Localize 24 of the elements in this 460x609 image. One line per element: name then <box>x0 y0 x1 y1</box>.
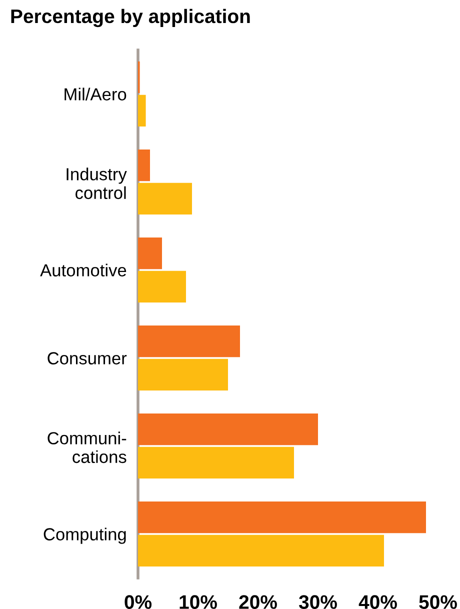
bar <box>138 413 318 446</box>
bar <box>138 149 150 182</box>
x-tick-label: 10% <box>180 595 217 609</box>
x-tick-label: 50% <box>419 595 457 609</box>
bar <box>138 501 426 534</box>
bar <box>138 358 228 391</box>
x-tick-label: 20% <box>239 595 277 609</box>
x-tick-label: 30% <box>298 595 337 609</box>
y-tick-label: Industry control <box>66 168 127 200</box>
y-tick-label: Computing <box>44 528 126 544</box>
y-tick-label: Consumer <box>48 352 127 364</box>
y-tick-label: Mil/Aero <box>64 88 126 100</box>
x-tick-label: 0% <box>124 595 152 609</box>
bar <box>138 182 192 215</box>
bar <box>138 237 162 270</box>
x-tick-label: 40% <box>358 595 397 609</box>
y-tick-label: Communi- cations <box>48 432 126 464</box>
bar <box>138 534 384 567</box>
bar <box>138 446 294 479</box>
bar <box>138 325 240 358</box>
chart-title: Percentage by application <box>11 8 250 28</box>
bar <box>138 270 186 303</box>
bar <box>138 94 146 127</box>
y-tick-label: Automotive <box>40 264 126 276</box>
